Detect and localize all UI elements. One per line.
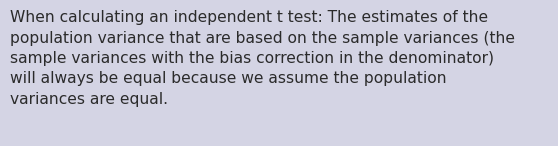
- Text: When calculating an independent t test: The estimates of the
population variance: When calculating an independent t test: …: [10, 10, 515, 107]
